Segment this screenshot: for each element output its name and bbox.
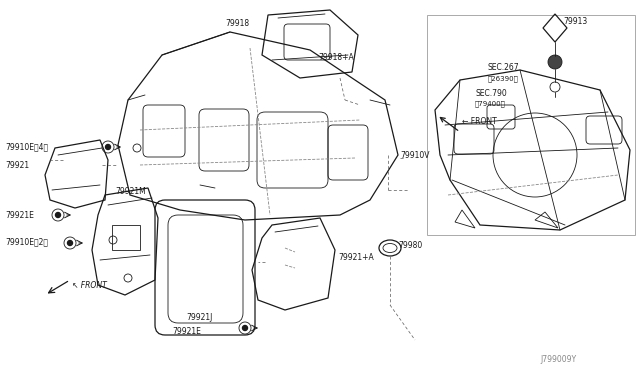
Text: 79921E: 79921E <box>172 327 201 337</box>
Circle shape <box>56 212 61 218</box>
Circle shape <box>67 241 72 246</box>
Circle shape <box>548 55 562 69</box>
Circle shape <box>243 326 248 330</box>
Text: 79910V: 79910V <box>400 151 429 160</box>
Text: 79921: 79921 <box>5 160 29 170</box>
Text: 79980: 79980 <box>398 241 422 250</box>
Text: 79910E。2〃: 79910E。2〃 <box>5 237 48 247</box>
Text: 「26390」: 「26390」 <box>488 76 519 82</box>
Bar <box>112 225 140 250</box>
Text: 79918: 79918 <box>225 19 249 28</box>
Circle shape <box>106 144 111 150</box>
Text: SEC.267: SEC.267 <box>488 64 520 73</box>
Text: J799009Y: J799009Y <box>540 356 576 365</box>
Text: ↖ FRONT: ↖ FRONT <box>72 280 107 289</box>
Text: 「79400」: 「79400」 <box>475 101 506 107</box>
Text: 79921M: 79921M <box>115 187 146 196</box>
Text: 79921+A: 79921+A <box>338 253 374 263</box>
Text: 79921J: 79921J <box>186 314 212 323</box>
Text: 79921E: 79921E <box>5 211 34 219</box>
Text: 79910E「4」: 79910E「4」 <box>5 142 48 151</box>
Text: 79918+A: 79918+A <box>318 54 354 62</box>
Text: SEC.790: SEC.790 <box>475 89 507 97</box>
Text: ← FRONT: ← FRONT <box>462 118 497 126</box>
Text: 79913: 79913 <box>563 17 588 26</box>
